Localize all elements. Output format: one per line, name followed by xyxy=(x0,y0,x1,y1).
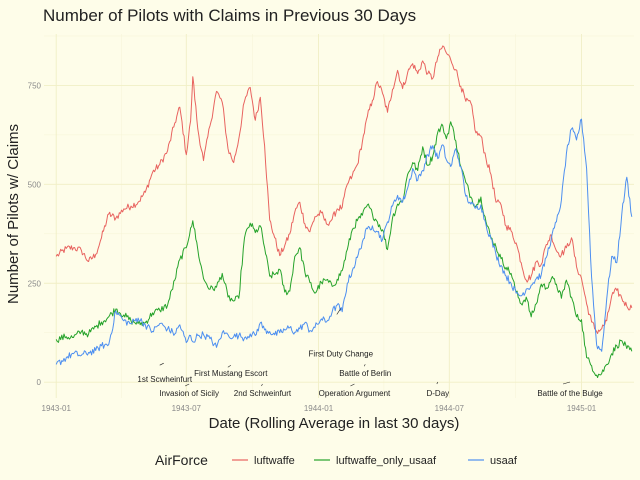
annotation-label: Battle of the Bulge xyxy=(537,389,603,398)
legend-item-usaaf: usaaf xyxy=(468,455,518,467)
annotation-leader xyxy=(562,381,571,385)
y-tick-label: 750 xyxy=(28,81,42,90)
annotation-label: D-Day xyxy=(426,389,449,398)
series-layer xyxy=(55,45,633,378)
legend-items: luftwaffe luftwaffe_only_usaaf usaaf xyxy=(232,455,518,467)
x-tick-label: 1943-07 xyxy=(172,404,202,413)
x-tick-label: 1944-01 xyxy=(304,404,334,413)
annotation-leader xyxy=(363,364,366,367)
series-line-usaaf xyxy=(55,118,633,366)
y-tick-label: 500 xyxy=(28,180,42,189)
annotation-label: Invasion of Sicily xyxy=(159,389,219,398)
y-axis-title: Number of Pilots w/ Claims xyxy=(5,124,22,304)
legend-label: luftwaffe xyxy=(254,455,295,467)
x-tick-label: 1944-07 xyxy=(435,404,465,413)
x-tick-label: 1945-01 xyxy=(567,404,597,413)
y-tick-label: 0 xyxy=(37,378,42,387)
x-axis-title: Date (Rolling Average in last 30 days) xyxy=(209,415,460,432)
legend-label: luftwaffe_only_usaaf xyxy=(336,455,437,467)
minor-gridlines xyxy=(44,34,634,398)
annotation-label: 1st Scwheinfurt xyxy=(137,375,192,384)
annotation-label: Operation Argument xyxy=(319,389,391,398)
annotation-label: Battle of Berlin xyxy=(339,369,391,378)
chart-title: Number of Pilots with Claims in Previous… xyxy=(43,6,416,25)
annotation-leader xyxy=(336,308,342,315)
annotation-leader xyxy=(185,383,190,387)
legend-item-luftwaffe_only_usaaf: luftwaffe_only_usaaf xyxy=(314,455,437,467)
x-axis-ticks: 1943-01 1943-07 1944-01 1944-07 1945-01 xyxy=(42,404,597,413)
legend-label: usaaf xyxy=(490,455,518,467)
annotation-leader xyxy=(350,383,355,387)
legend-title: AirForce xyxy=(155,452,208,468)
y-axis-ticks: 0 250 500 750 xyxy=(28,81,42,387)
major-gridlines xyxy=(44,34,634,398)
annotation-leader xyxy=(261,383,263,387)
annotation-label: 2nd Schweinfurt xyxy=(234,389,292,398)
annotation-label: First Mustang Escort xyxy=(194,369,268,378)
annotation-leader xyxy=(159,362,164,366)
legend: AirForce luftwaffe luftwaffe_only_usaaf us… xyxy=(155,452,518,468)
annotation-leader xyxy=(436,381,439,385)
legend-item-luftwaffe: luftwaffe xyxy=(232,455,295,467)
annotation-leader xyxy=(227,364,232,368)
series-line-luftwaffe xyxy=(55,45,633,334)
series-line-luftwaffe_only_usaaf xyxy=(55,121,633,378)
x-tick-label: 1943-01 xyxy=(42,404,72,413)
annotation-label: First Duty Change xyxy=(309,349,374,358)
y-tick-label: 250 xyxy=(28,279,42,288)
